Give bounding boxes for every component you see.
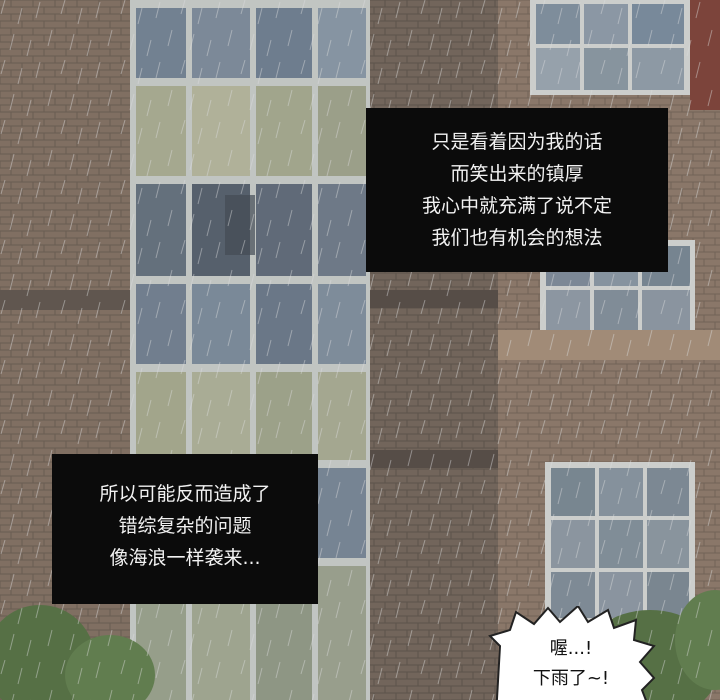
caption-line: 只是看着因为我的话 <box>431 131 603 153</box>
speech-line: 下雨了~! <box>532 668 610 689</box>
caption-line: 而笑出来的镇厚 <box>450 163 584 185</box>
speech-bubble: 喔...! 下雨了~! <box>486 606 656 700</box>
caption-box-bottom-left: 所以可能反而造成了 错综复杂的问题 像海浪一样袭来... <box>52 454 318 604</box>
caption-line: 我们也有机会的想法 <box>431 227 603 249</box>
spiky-bubble-shape <box>488 606 656 700</box>
caption-line: 我心中就充满了说不定 <box>421 195 612 217</box>
caption-line: 所以可能反而造成了 <box>99 483 271 505</box>
speech-text: 喔...! 下雨了~! <box>486 634 656 694</box>
caption-box-top-right: 只是看着因为我的话 而笑出来的镇厚 我心中就充满了说不定 我们也有机会的想法 <box>366 108 668 272</box>
speech-line: 喔...! <box>549 638 593 659</box>
caption-line: 像海浪一样袭来... <box>109 547 261 569</box>
caption-line: 错综复杂的问题 <box>118 515 252 537</box>
